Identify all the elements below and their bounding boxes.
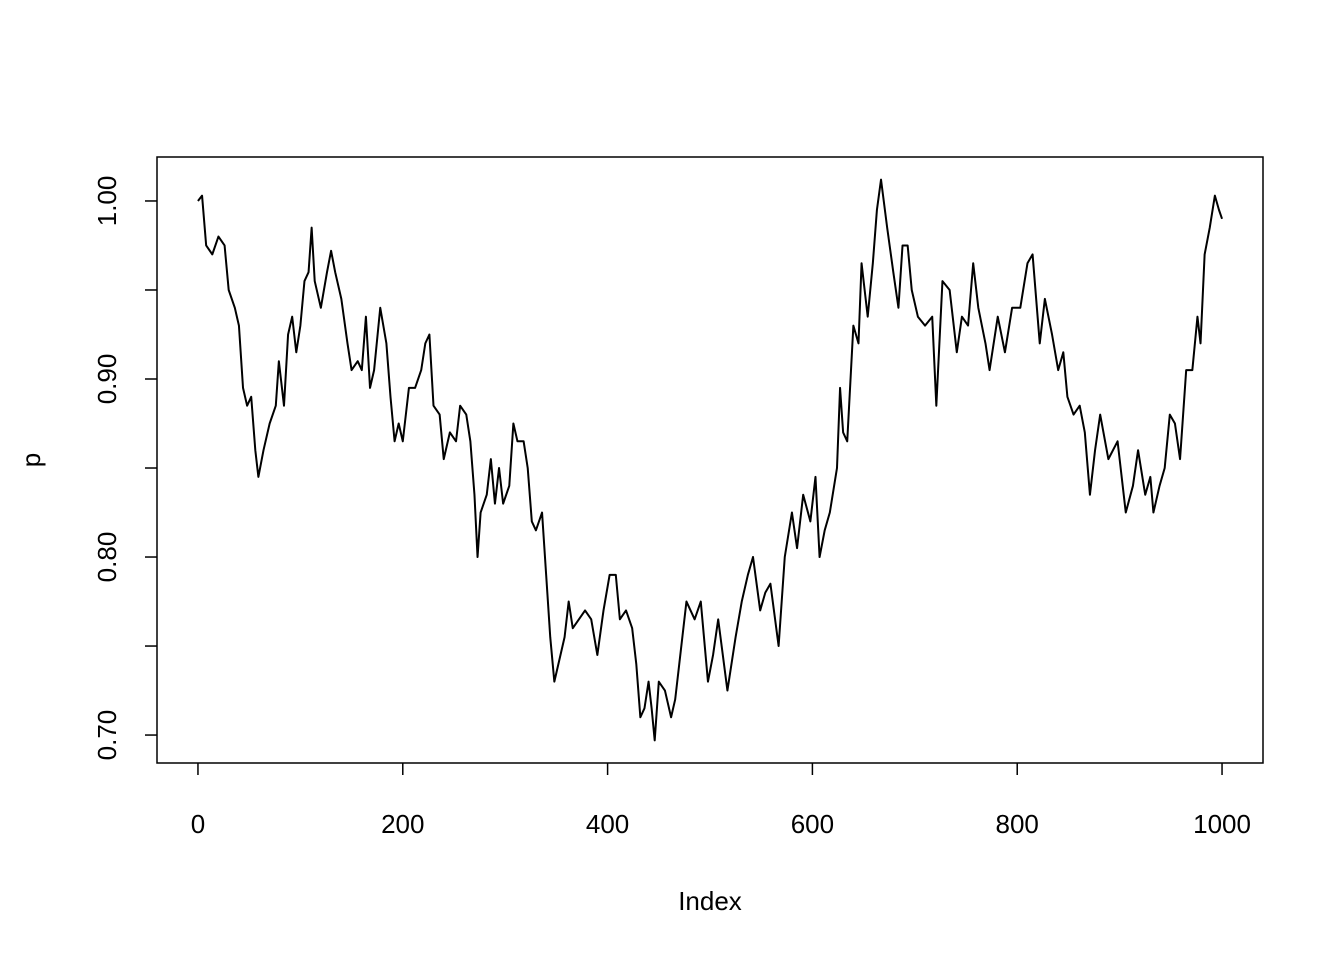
y-tick-label: 0.70 [92, 710, 122, 761]
x-tick-label: 0 [191, 809, 205, 839]
y-tick-label: 1.00 [92, 176, 122, 227]
y-axis-label: p [16, 453, 46, 467]
x-tick-label: 400 [586, 809, 629, 839]
x-axis-label: Index [678, 886, 742, 916]
x-tick-label: 1000 [1193, 809, 1251, 839]
x-tick-label: 800 [996, 809, 1039, 839]
x-tick-label: 200 [381, 809, 424, 839]
plot-frame [156, 156, 1264, 764]
data-line [197, 178, 1223, 742]
y-tick-label: 0.80 [92, 532, 122, 583]
y-tick-label: 0.90 [92, 354, 122, 405]
x-tick-label: 600 [791, 809, 834, 839]
